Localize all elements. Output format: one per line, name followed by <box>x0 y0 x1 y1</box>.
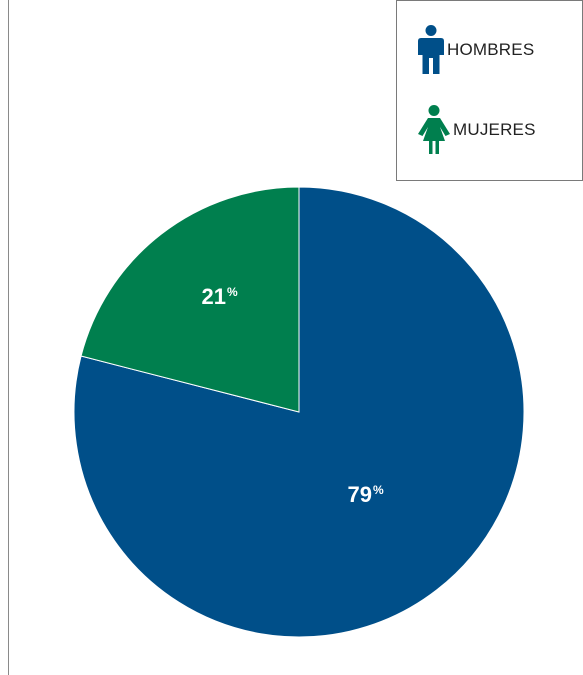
legend-item-mujeres: MUJERES <box>417 105 536 155</box>
pie-slice-mujeres <box>80 186 300 413</box>
legend-label-mujeres: MUJERES <box>453 120 536 139</box>
woman-icon <box>418 105 450 154</box>
pie-label-percent-mujeres: % <box>227 285 238 299</box>
man-icon <box>418 25 444 74</box>
pie-label-mujeres: 21 <box>202 284 226 309</box>
legend-item-hombres: HOMBRES <box>417 25 534 75</box>
legend: HOMBRES MUJERES <box>396 0 583 181</box>
pie-label-hombres: 79 <box>348 482 372 507</box>
pie-label-percent-hombres: % <box>373 483 384 497</box>
legend-label-hombres: HOMBRES <box>447 40 535 59</box>
